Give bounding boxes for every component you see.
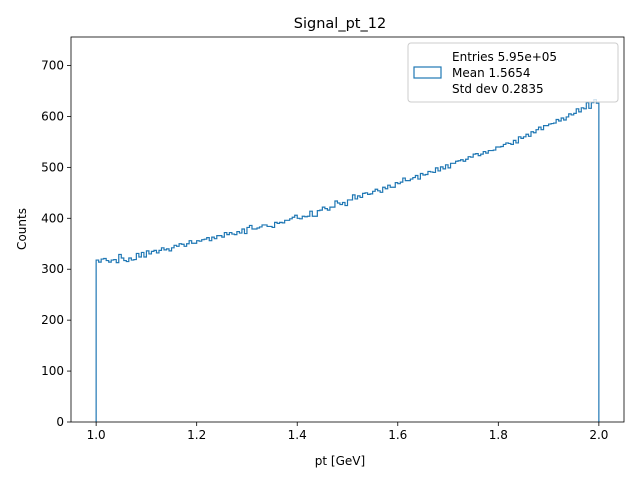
y-tick-label: 600 <box>41 109 64 123</box>
y-ticks: 0 100 200 300 400 500 600 700 <box>41 59 71 429</box>
y-tick-label: 100 <box>41 364 64 378</box>
x-tick-label: 1.2 <box>187 428 206 442</box>
y-tick-label: 300 <box>41 262 64 276</box>
legend: Entries 5.95e+05 Mean 1.5654 Std dev 0.2… <box>407 42 619 103</box>
legend-swatch <box>413 66 442 79</box>
x-tick-label: 1.0 <box>87 428 106 442</box>
x-tick-label: 1.4 <box>288 428 307 442</box>
axes-layer <box>70 36 625 423</box>
legend-entries-line: Entries 5.95e+05 <box>452 50 557 64</box>
x-tick-label: 1.8 <box>489 428 508 442</box>
chart-title: Signal_pt_12 <box>294 16 386 32</box>
y-tick-label: 400 <box>41 211 64 225</box>
legend-mean-line: Mean 1.5654 <box>452 66 531 80</box>
y-axis-label: Counts <box>15 208 29 250</box>
axes-frame <box>70 36 625 423</box>
y-tick-label: 0 <box>56 415 64 429</box>
y-tick-label: 700 <box>41 59 64 73</box>
x-tick-label: 2.0 <box>589 428 608 442</box>
x-axis-label: pt [GeV] <box>315 454 365 468</box>
histogram-step-series-0 <box>95 99 600 422</box>
legend-box <box>407 42 619 103</box>
y-tick-label: 500 <box>41 160 64 174</box>
plot-layer <box>95 99 600 422</box>
y-tick-label: 200 <box>41 313 64 327</box>
x-tick-label: 1.6 <box>388 428 407 442</box>
x-ticks: 1.0 1.2 1.4 1.6 1.8 2.0 <box>87 422 608 442</box>
legend-stddev-line: Std dev 0.2835 <box>452 82 544 96</box>
